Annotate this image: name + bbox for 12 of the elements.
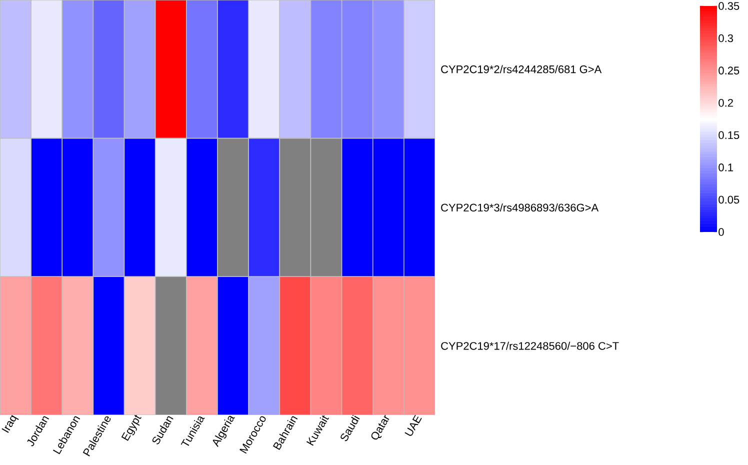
color-bar-label: 0.15	[718, 131, 740, 140]
x-tick-label: Iraq	[2, 415, 19, 433]
y-tick-label: CYP2C19*2/rs4244285/681 G>A	[441, 65, 602, 74]
color-bar-label: 0	[718, 228, 724, 236]
color-bar-label: 0.25	[718, 66, 740, 74]
color-bar-label: 0.2	[718, 98, 733, 107]
color-bar-label: 0.05	[718, 196, 740, 204]
color-bar-label: 0.35	[718, 2, 740, 10]
y-tick-label: CYP2C19*3/rs4986893/636G>A	[441, 203, 599, 212]
y-tick-label: CYP2C19*17/rs12248560/−806 C>T	[441, 342, 619, 350]
color-bar-label: 0.3	[718, 34, 733, 42]
color-bar-label: 0.1	[718, 164, 733, 172]
